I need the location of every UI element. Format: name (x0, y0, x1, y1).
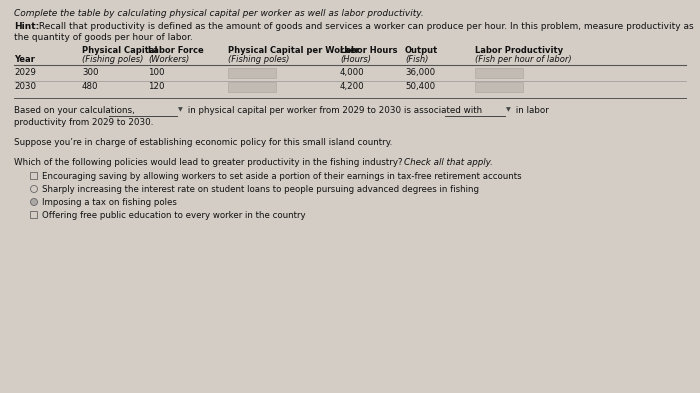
Text: Imposing a tax on fishing poles: Imposing a tax on fishing poles (42, 198, 177, 207)
Text: Recall that productivity is defined as the amount of goods and services a worker: Recall that productivity is defined as t… (36, 22, 694, 31)
Text: Labor Hours: Labor Hours (340, 46, 398, 55)
Text: in physical capital per worker from 2029 to 2030 is associated with: in physical capital per worker from 2029… (185, 106, 482, 115)
Bar (475, 82, 523, 92)
Text: 2029: 2029 (14, 68, 36, 77)
Text: Labor Force: Labor Force (148, 46, 204, 55)
Text: 50,400: 50,400 (405, 82, 435, 91)
Bar (228, 68, 276, 78)
Text: (Fish per hour of labor): (Fish per hour of labor) (475, 55, 572, 64)
Text: 120: 120 (148, 82, 164, 91)
Text: Physical Capital per Worker: Physical Capital per Worker (228, 46, 360, 55)
Text: Output: Output (405, 46, 438, 55)
Circle shape (31, 198, 38, 206)
Text: Sharply increasing the interest rate on student loans to people pursuing advance: Sharply increasing the interest rate on … (42, 185, 479, 194)
Text: (Fishing poles): (Fishing poles) (228, 55, 289, 64)
Text: 4,200: 4,200 (340, 82, 365, 91)
Text: (Hours): (Hours) (340, 55, 371, 64)
Text: Physical Capital: Physical Capital (82, 46, 158, 55)
Bar (30, 211, 37, 218)
Bar (475, 68, 523, 78)
Text: (Fishing poles): (Fishing poles) (82, 55, 144, 64)
Text: ▼: ▼ (506, 107, 511, 112)
Text: 300: 300 (82, 68, 99, 77)
Text: Based on your calculations,: Based on your calculations, (14, 106, 134, 115)
Text: Hint:: Hint: (14, 22, 39, 31)
Text: Encouraging saving by allowing workers to set aside a portion of their earnings : Encouraging saving by allowing workers t… (42, 172, 522, 181)
Text: Complete the table by calculating physical capital per worker as well as labor p: Complete the table by calculating physic… (14, 9, 424, 18)
Text: Labor Productivity: Labor Productivity (475, 46, 563, 55)
Text: Offering free public education to every worker in the country: Offering free public education to every … (42, 211, 306, 220)
Text: Suppose you’re in charge of establishing economic policy for this small island c: Suppose you’re in charge of establishing… (14, 138, 392, 147)
Text: Which of the following policies would lead to greater productivity in the fishin: Which of the following policies would le… (14, 158, 405, 167)
Bar (228, 82, 276, 92)
Text: ▼: ▼ (178, 107, 183, 112)
Text: (Fish): (Fish) (405, 55, 428, 64)
Text: Check all that apply.: Check all that apply. (404, 158, 493, 167)
Text: 4,000: 4,000 (340, 68, 365, 77)
Text: 100: 100 (148, 68, 164, 77)
Text: (Workers): (Workers) (148, 55, 189, 64)
Text: the quantity of goods per hour of labor.: the quantity of goods per hour of labor. (14, 33, 192, 42)
Text: 480: 480 (82, 82, 99, 91)
Text: 2030: 2030 (14, 82, 36, 91)
Text: 36,000: 36,000 (405, 68, 435, 77)
Circle shape (31, 185, 38, 193)
Text: Year: Year (14, 55, 35, 64)
Bar (30, 172, 37, 179)
Text: in labor: in labor (513, 106, 549, 115)
Text: productivity from 2029 to 2030.: productivity from 2029 to 2030. (14, 118, 153, 127)
